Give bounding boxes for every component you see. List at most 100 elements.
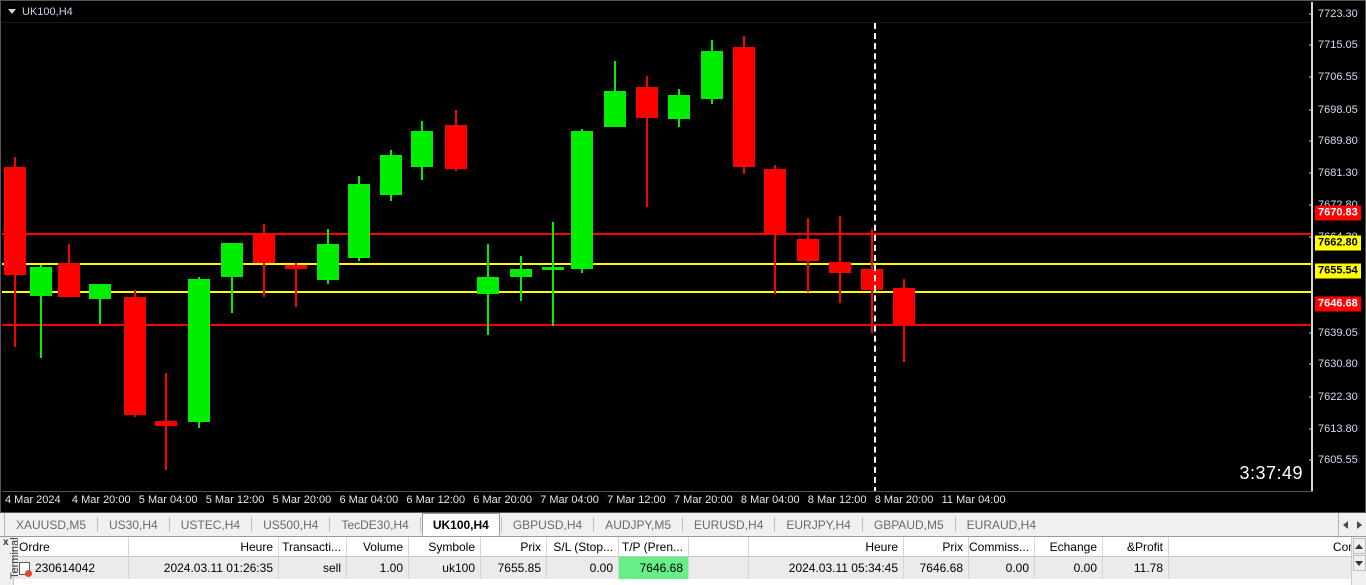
price-level-label-entry[interactable]: 7655.54 (1315, 263, 1361, 279)
column-header-symbol[interactable]: Symbole (409, 537, 481, 556)
price-level-label-take-profit[interactable]: 7646.68 (1315, 296, 1361, 312)
candle-body (188, 278, 210, 423)
candlestick (58, 23, 80, 493)
price-tick (1309, 396, 1313, 398)
candle-wick (40, 265, 42, 359)
tab-eurusd-h4[interactable]: EURUSD,H4 (694, 517, 764, 532)
candle-body (797, 238, 819, 262)
chevron-down-icon[interactable] (8, 9, 16, 14)
candlestick (124, 23, 146, 493)
tab-audjpy-m5[interactable]: AUDJPY,M5 (605, 517, 672, 532)
chart-window: UK100,H4 7723.30 7715.05 7706.55 7698.05 768… (0, 0, 1366, 513)
tab-separator (97, 517, 99, 532)
price-level-line-entry[interactable] (2, 290, 1313, 293)
column-header-time_open[interactable]: Heure (129, 537, 279, 556)
order-id-text: 230614042 (35, 561, 96, 575)
candle-wick (295, 263, 297, 307)
column-header-volume[interactable]: Volume (347, 537, 409, 556)
time-tick-label: 5 Mar 04:00 (138, 494, 198, 506)
candlestick (30, 23, 52, 493)
price-level-line-level[interactable] (2, 263, 1313, 266)
terminal-sidebar: x Terminal (0, 537, 21, 585)
table-row[interactable]: 230614042 2024.03.11 01:26:35 sell 1.00 uk10… (14, 557, 1351, 579)
tab-separator (593, 517, 595, 532)
tab-gbpusd-h4[interactable]: GBPUSD,H4 (512, 517, 583, 532)
tab-uk100-h4[interactable]: UK100,H4 (421, 513, 500, 536)
chevron-up-icon (1355, 543, 1363, 549)
tab-eurjpy-h4[interactable]: EURJPY,H4 (786, 517, 851, 532)
cell-volume: 1.00 (347, 557, 409, 579)
tab-ustec-h4[interactable]: USTEC,H4 (180, 517, 241, 532)
scroll-left-icon[interactable] (1343, 520, 1348, 529)
column-header-time_close[interactable]: Heure (749, 537, 904, 556)
price-tick-label: 7681.30 (1318, 167, 1358, 180)
candlestick (221, 23, 243, 493)
cell-type: sell (279, 557, 347, 579)
column-header-spacer1[interactable] (689, 537, 749, 556)
table-header-row[interactable]: Ordre Heure Transacti... Volume Symbole Prix S… (14, 537, 1366, 557)
column-header-sl[interactable]: S/L (Stop... (547, 537, 619, 556)
candle-body (124, 297, 146, 415)
price-level-line-stop-loss[interactable] (2, 232, 1313, 235)
tab-separator (419, 517, 421, 532)
price-tick-label: 7706.55 (1318, 71, 1358, 84)
column-header-profit[interactable]: &Profit (1103, 537, 1169, 556)
chart-title: UK100,H4 (22, 5, 73, 18)
price-tick-label: 7605.55 (1318, 454, 1358, 466)
price-tick-label: 7622.30 (1318, 390, 1358, 403)
candlestick (380, 23, 402, 493)
price-level-label-stop-loss[interactable]: 7670.83 (1315, 205, 1361, 221)
tab-xauusd-m5[interactable]: XAUUSD,M5 (16, 517, 87, 532)
cell-swap: 0.00 (1035, 557, 1103, 579)
tab-separator (329, 517, 331, 532)
candle-body (411, 130, 433, 167)
scroll-right-icon[interactable] (1357, 520, 1362, 529)
candlestick (477, 23, 499, 493)
column-header-type[interactable]: Transacti... (279, 537, 347, 556)
chart-plot-area[interactable] (2, 23, 1313, 493)
column-header-commission[interactable]: Commiss... (969, 537, 1035, 556)
scroll-up-button[interactable] (1352, 538, 1366, 554)
tab-us30-h4[interactable]: US30,H4 (109, 517, 158, 532)
candlestick (542, 23, 564, 493)
chart-titlebar[interactable]: UK100,H4 (1, 1, 1365, 23)
candle-body (348, 183, 370, 258)
column-header-swap[interactable]: Echange (1035, 537, 1103, 556)
scroll-down-button[interactable] (1352, 555, 1366, 571)
tab-separator (774, 517, 776, 532)
price-tick-label: 7715.05 (1318, 39, 1358, 52)
tabstrip-left-edge (0, 513, 5, 536)
price-level-line-take-profit[interactable] (2, 324, 1313, 327)
terminal-scrollbar[interactable] (1351, 537, 1366, 585)
column-header-tp[interactable]: T/P (Pren... (619, 537, 689, 556)
candlestick (317, 23, 339, 493)
price-level-label-level[interactable]: 7662.80 (1315, 235, 1361, 251)
candlestick (285, 23, 307, 493)
cell-price_open: 7655.85 (481, 557, 547, 579)
time-tick-label: 6 Mar 12:00 (406, 494, 466, 506)
candle-body (445, 125, 467, 169)
candle-body (317, 244, 339, 281)
tab-tecde30-h4[interactable]: TecDE30,H4 (341, 517, 409, 532)
candle-body (510, 269, 532, 277)
tab-separator (861, 517, 863, 532)
candlestick (636, 23, 658, 493)
tab-euraud-h4[interactable]: EURAUD,H4 (966, 517, 1037, 532)
tab-us500-h4[interactable]: US500,H4 (263, 517, 319, 532)
column-header-price_close[interactable]: Prix (904, 537, 969, 556)
price-axis[interactable]: 7723.30 7715.05 7706.55 7698.05 7689.80 7681.… (1309, 2, 1364, 492)
close-icon[interactable]: x (3, 537, 9, 548)
candlestick (733, 23, 755, 493)
tab-gbpaud-m5[interactable]: GBPAUD,M5 (873, 517, 944, 532)
column-header-price_open[interactable]: Prix (481, 537, 547, 556)
candle-body (668, 94, 690, 120)
cell-profit: 11.78 (1103, 557, 1169, 579)
order-document-icon (19, 561, 32, 577)
column-header-order[interactable]: Ordre (14, 537, 129, 556)
candle-body (542, 267, 564, 271)
column-header-comment[interactable]: Commentaire/ (1169, 537, 1366, 556)
candle-body (701, 51, 723, 99)
time-axis[interactable]: 4 Mar 2024 4 Mar 20:00 5 Mar 04:00 5 Mar 12… (2, 491, 1313, 511)
terminal-panel: x Terminal Ordre Heure Transacti... Volume S… (0, 537, 1366, 585)
